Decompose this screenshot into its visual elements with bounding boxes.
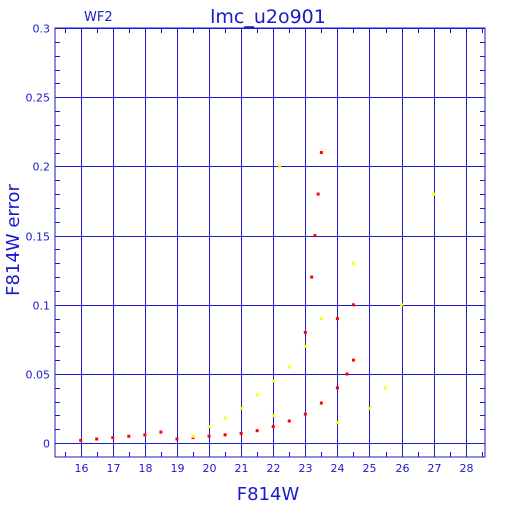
- data-point: [367, 407, 371, 411]
- y-tick-label: 0.05: [26, 369, 51, 382]
- x-tick-label: 25: [363, 462, 377, 475]
- data-point: [239, 431, 243, 435]
- data-point: [313, 234, 317, 238]
- data-point: [191, 434, 195, 438]
- data-point: [239, 407, 243, 411]
- data-point: [335, 420, 339, 424]
- data-point: [287, 365, 291, 369]
- x-tick-label: 21: [235, 462, 249, 475]
- data-point: [207, 425, 211, 429]
- data-point: [287, 419, 291, 423]
- x-tick-label: 26: [396, 462, 410, 475]
- data-point: [159, 430, 163, 434]
- data-point: [111, 436, 115, 440]
- data-point: [271, 425, 275, 429]
- point-layer: [79, 151, 436, 442]
- data-point: [351, 261, 355, 265]
- x-tick-label: 18: [139, 462, 153, 475]
- x-tick-label: 22: [267, 462, 281, 475]
- y-tick-label: 0.2: [33, 161, 51, 174]
- data-point: [223, 433, 227, 437]
- data-point: [303, 344, 307, 348]
- grid-layer: [55, 28, 485, 457]
- data-point: [303, 330, 307, 334]
- data-point: [319, 317, 323, 321]
- data-point: [175, 437, 179, 441]
- data-point: [271, 379, 275, 383]
- data-point: [207, 434, 211, 438]
- data-point: [351, 303, 355, 307]
- data-point: [95, 437, 99, 441]
- y-axis-label: F814W error: [3, 184, 24, 296]
- data-point: [351, 358, 355, 362]
- y-tick-label: 0.15: [26, 231, 51, 244]
- data-point: [310, 275, 314, 279]
- data-point: [255, 429, 259, 433]
- x-tick-label: 28: [460, 462, 474, 475]
- y-tick-label: 0.3: [33, 23, 51, 36]
- y-tick-label: 0.25: [26, 92, 51, 105]
- data-point: [316, 192, 320, 196]
- data-point: [278, 164, 282, 168]
- data-point: [303, 412, 307, 416]
- x-tick-label: 23: [299, 462, 313, 475]
- tick-layer: 16 17 18 19 20 21 22 23 24 25 26 27 28 0 0.05 0.1 0.15 0.…: [26, 23, 485, 475]
- data-point: [384, 386, 388, 390]
- x-tick-label: 24: [331, 462, 345, 475]
- x-tick-label: 17: [107, 462, 121, 475]
- data-point: [319, 151, 323, 155]
- x-tick-label: 16: [75, 462, 89, 475]
- y-tick-label: 0.1: [33, 300, 51, 313]
- data-point: [319, 401, 323, 405]
- data-point: [79, 438, 83, 442]
- y-tick-label: 0: [43, 438, 50, 451]
- data-point: [345, 372, 349, 376]
- data-point: [143, 433, 147, 437]
- corner-label: WF2: [84, 10, 113, 25]
- data-point: [271, 413, 275, 417]
- data-point: [400, 303, 404, 307]
- data-point: [335, 386, 339, 390]
- plot-frame: [54, 27, 486, 458]
- x-tick-label: 27: [428, 462, 442, 475]
- data-point: [223, 416, 227, 420]
- x-axis-label: F814W: [237, 484, 300, 505]
- data-point: [127, 434, 131, 438]
- x-tick-label: 20: [203, 462, 217, 475]
- data-point: [432, 192, 436, 196]
- data-point: [255, 393, 259, 397]
- data-point: [335, 317, 339, 321]
- x-tick-label: 19: [171, 462, 185, 475]
- chart-title: lmc_u2o901: [210, 6, 326, 28]
